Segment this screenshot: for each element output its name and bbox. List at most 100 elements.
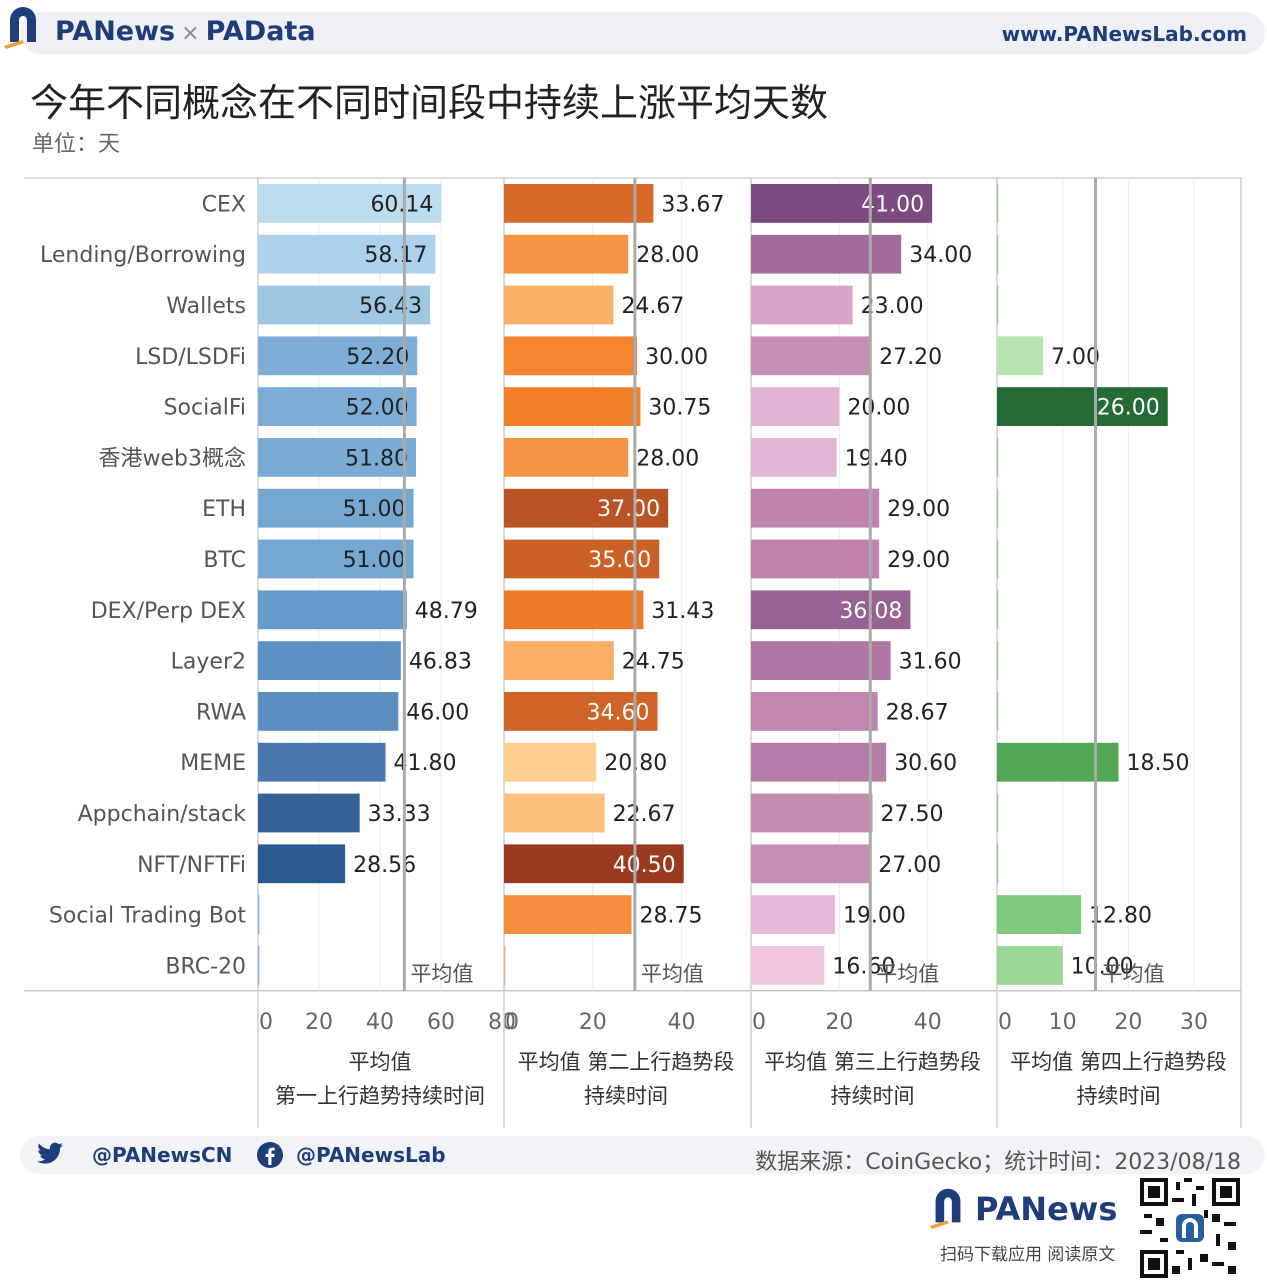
bar	[258, 641, 401, 680]
data-label: 51.00	[343, 497, 406, 522]
x-tick-label: 30	[1180, 1010, 1208, 1035]
data-label: 22.67	[613, 802, 676, 827]
bar	[751, 742, 887, 782]
bar-empty	[997, 590, 999, 630]
download-hint: 扫码下载应用 阅读原文	[940, 1245, 1116, 1265]
data-label: 27.50	[881, 802, 944, 827]
x-tick-label: 20	[579, 1010, 607, 1035]
data-label: 31.43	[651, 599, 714, 624]
bar	[751, 793, 873, 833]
bar	[997, 946, 1063, 985]
data-label: 51.80	[345, 446, 408, 471]
x-tick-label: 40	[366, 1010, 394, 1035]
category-label: Layer2	[171, 650, 246, 675]
data-label: 34.00	[909, 243, 972, 268]
bar	[751, 895, 835, 934]
bar	[258, 793, 360, 833]
data-label: 27.20	[879, 345, 942, 370]
bar-empty	[997, 844, 999, 884]
data-label: 51.00	[343, 548, 406, 573]
category-label: SocialFi	[164, 396, 246, 421]
bar	[751, 692, 878, 731]
category-label: NFT/NFTFi	[137, 853, 246, 878]
bar	[504, 844, 684, 884]
x-tick-label: 40	[667, 1010, 695, 1035]
data-label: 48.79	[415, 599, 478, 624]
bar	[751, 844, 871, 884]
axis-title: 持续时间	[584, 1084, 668, 1108]
x-tick-label: 20	[305, 1010, 333, 1035]
bar	[504, 895, 632, 934]
bar-empty	[997, 539, 999, 579]
bar	[504, 590, 644, 630]
category-label: Wallets	[166, 294, 246, 319]
bar-empty	[997, 438, 999, 477]
data-label: 28.00	[636, 243, 699, 268]
qr-code-icon[interactable]	[1140, 1178, 1240, 1278]
panews-footer-logo-icon	[929, 1188, 961, 1230]
bar	[258, 285, 431, 325]
axis-title: 平均值 第三上行趋势段	[764, 1050, 981, 1074]
category-label: MEME	[180, 751, 246, 776]
data-label: 28.67	[886, 700, 949, 725]
bar	[751, 234, 902, 274]
panews-logo-icon	[4, 7, 36, 49]
data-label: 16.60	[832, 954, 895, 979]
data-label: 27.00	[878, 853, 941, 878]
axis-title: 平均值 第四上行趋势段	[1010, 1050, 1227, 1074]
data-label: 35.00	[588, 548, 651, 573]
bar	[751, 285, 853, 325]
data-label: 40.50	[613, 853, 676, 878]
data-label: 46.83	[409, 650, 472, 675]
facebook-handle[interactable]: @PANewsLab	[296, 1143, 446, 1167]
bar-empty	[258, 946, 260, 985]
bar	[504, 793, 605, 833]
brand-panews: PANews	[55, 16, 176, 47]
bar-empty	[258, 895, 260, 934]
bar	[258, 844, 346, 884]
bar	[751, 590, 911, 630]
axis-title: 持续时间	[831, 1084, 915, 1108]
category-label: Lending/Borrowing	[40, 243, 246, 268]
facebook-icon[interactable]	[256, 1141, 284, 1169]
x-tick-label: 0	[998, 1010, 1012, 1035]
category-label: Social Trading Bot	[49, 904, 246, 929]
data-label: 12.80	[1089, 904, 1152, 929]
bar	[997, 895, 1082, 934]
brand: PANews × PAData	[55, 16, 316, 47]
x-tick-label: 0	[259, 1010, 273, 1035]
x-tick-label: 20	[825, 1010, 853, 1035]
data-label: 52.00	[346, 396, 409, 421]
bar	[751, 946, 825, 985]
mean-label: 平均值	[410, 962, 473, 986]
bar-empty	[997, 793, 999, 833]
category-label: BRC-20	[165, 954, 246, 979]
x-tick-label: 10	[1049, 1010, 1077, 1035]
bar	[751, 539, 880, 579]
axis-title: 持续时间	[1077, 1084, 1161, 1108]
data-label: 46.00	[406, 700, 469, 725]
data-label: 52.20	[346, 345, 409, 370]
data-label: 33.67	[661, 192, 724, 217]
bar-chart: CEX Lending/Borrowing Wallets LSD/LSDFi Soci…	[24, 177, 1242, 1128]
brand-separator: ×	[181, 21, 200, 46]
bar	[751, 438, 837, 477]
data-label: 7.00	[1051, 345, 1100, 370]
bar	[751, 488, 880, 528]
category-label: RWA	[196, 700, 246, 725]
twitter-icon[interactable]	[36, 1142, 64, 1166]
site-url[interactable]: www.PANewsLab.com	[1001, 22, 1247, 46]
bar	[504, 641, 614, 680]
data-label: 18.50	[1127, 751, 1190, 776]
axis-title: 第一上行趋势持续时间	[275, 1084, 485, 1108]
bar-empty	[997, 234, 999, 274]
data-label: 20.00	[847, 396, 910, 421]
data-label: 28.75	[640, 904, 703, 929]
category-label: 香港web3概念	[99, 446, 247, 471]
data-label: 56.43	[359, 294, 422, 319]
category-label: Appchain/stack	[78, 802, 247, 827]
twitter-handle[interactable]: @PANewsCN	[92, 1143, 233, 1167]
footer-bar	[20, 1136, 1265, 1174]
bar-empty	[504, 946, 506, 985]
axis-title: 平均值	[349, 1050, 412, 1074]
